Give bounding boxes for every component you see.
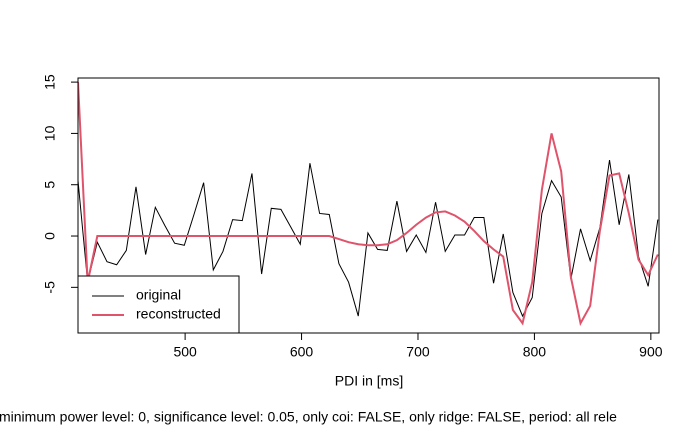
legend-label: reconstructed <box>136 306 221 322</box>
x-axis-label: PDI in [ms] <box>335 373 403 389</box>
series-line <box>78 82 659 327</box>
footer: minimum power level: 0, significance lev… <box>0 409 617 425</box>
legend-box <box>77 275 240 334</box>
y-tick-label: 0 <box>42 232 58 240</box>
x-tick-label: 900 <box>639 344 663 360</box>
legend-label: original <box>136 287 181 303</box>
series-line <box>78 160 659 318</box>
y-tick-label: -5 <box>42 281 58 294</box>
y-tick-label: 10 <box>42 125 58 141</box>
plot-frame <box>77 77 660 334</box>
y-tick-label: 15 <box>42 74 58 90</box>
x-tick-label: 700 <box>406 344 430 360</box>
x-tick-label: 600 <box>290 344 314 360</box>
y-tick-label: 5 <box>42 181 58 189</box>
x-tick-label: 500 <box>173 344 197 360</box>
x-tick-label: 800 <box>523 344 547 360</box>
